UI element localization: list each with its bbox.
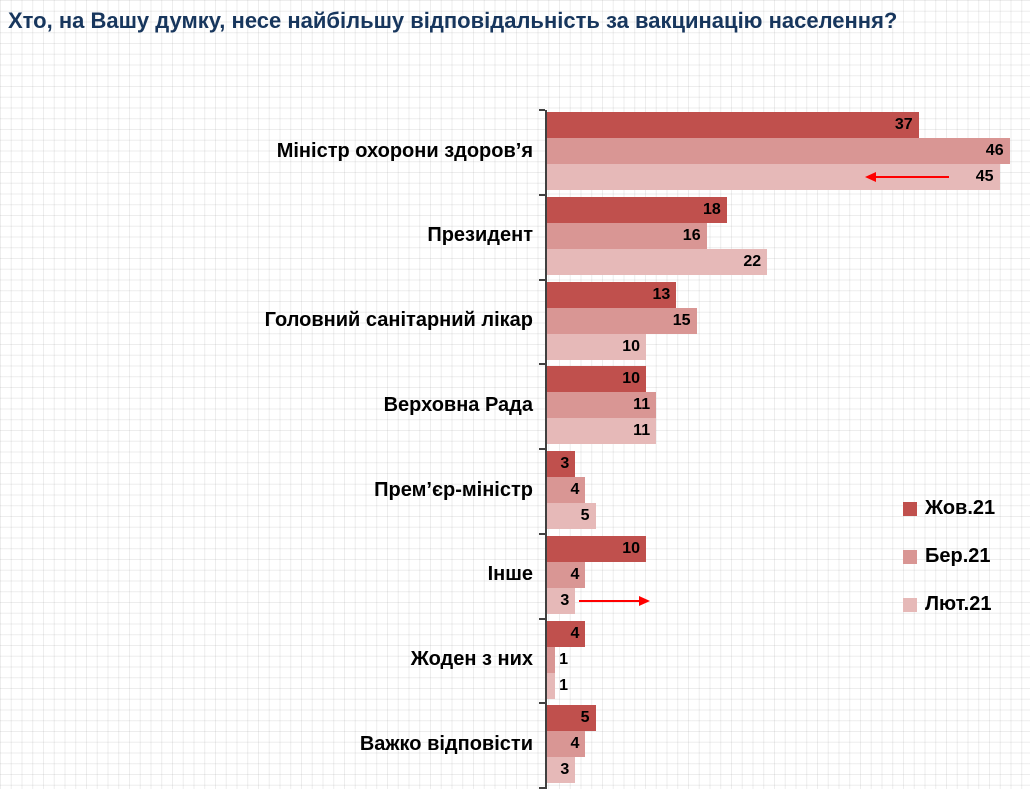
- axis-tick: [539, 617, 545, 620]
- bar-value-label: 45: [975, 168, 994, 185]
- bar: [545, 366, 646, 393]
- bar-value-label: 13: [652, 285, 671, 303]
- bar: [545, 418, 657, 445]
- category-label: Жоден з них: [410, 648, 533, 670]
- bar-value-label: 22: [743, 252, 762, 270]
- bar-value-label: 46: [985, 142, 1004, 159]
- bar-value-label: 5: [580, 507, 590, 524]
- bar: [545, 535, 646, 562]
- bar: [545, 333, 646, 360]
- legend-label: Лют.21: [925, 593, 992, 615]
- bar-value-label: 16: [682, 226, 701, 244]
- bar: [545, 248, 768, 275]
- y-axis-line: [545, 110, 547, 789]
- trend-arrow: [579, 595, 651, 606]
- axis-tick: [539, 448, 545, 450]
- category-label: Прем’єр-міністр: [374, 478, 533, 501]
- bar-value-label: 37: [894, 116, 913, 133]
- legend: Жов.21 Бер.21 Лют.21: [903, 497, 995, 616]
- bar-value-label: 5: [580, 709, 590, 727]
- bar-value-label: 10: [622, 539, 640, 557]
- bar: [545, 757, 576, 784]
- bar: [545, 620, 586, 647]
- legend-swatch: [903, 501, 917, 516]
- bar: [545, 731, 586, 758]
- bar-value-label: 4: [570, 624, 580, 642]
- bar-value-label: 1: [559, 650, 568, 668]
- axis-tick: [539, 787, 545, 789]
- axis-tick: [539, 278, 545, 281]
- axis-tick: [539, 109, 545, 111]
- bar: [545, 196, 727, 223]
- bar-value-label: 10: [622, 370, 640, 388]
- bar-value-label: 11: [633, 422, 651, 440]
- legend-label: Жов.21: [925, 497, 996, 519]
- legend-item: Бер.21: [903, 545, 995, 568]
- category-label: Важко відповісти: [359, 732, 533, 755]
- bar: [545, 503, 596, 529]
- bar: [545, 112, 919, 138]
- category-label: Президент: [427, 224, 533, 247]
- bar: [545, 281, 677, 308]
- bar: [545, 477, 586, 503]
- bar: [545, 138, 1010, 164]
- category-label: Міністр охорони здоров’я: [276, 139, 533, 162]
- category-label: Верховна Рада: [383, 393, 533, 416]
- axis-tick: [539, 363, 545, 366]
- bar-value-label: 4: [570, 735, 580, 753]
- legend-swatch: [903, 597, 917, 612]
- legend-label: Бер.21: [925, 545, 991, 567]
- bar-value-label: 11: [633, 396, 651, 414]
- bar: [545, 587, 576, 614]
- bar: [545, 672, 556, 699]
- bar-value-label: 4: [570, 481, 580, 498]
- bar: [545, 705, 596, 732]
- bar-value-label: 15: [672, 311, 691, 329]
- bar: [545, 561, 586, 588]
- bar: [545, 451, 576, 477]
- category-label: Головний санітарний лікар: [264, 309, 533, 331]
- category-label: Інше: [487, 563, 533, 586]
- legend-swatch: [903, 549, 917, 564]
- bar-value-label: 10: [622, 337, 640, 355]
- bar-value-label: 3: [560, 761, 570, 779]
- bar-value-label: 18: [703, 200, 721, 218]
- axis-tick: [539, 193, 545, 196]
- chart-title: Хто, на Вашу думку, несе найбільшу відпо…: [8, 8, 898, 33]
- legend-item: Лют.21: [903, 593, 995, 616]
- trend-arrow: [864, 172, 949, 182]
- legend-item: Жов.21: [903, 497, 995, 520]
- bar-value-label: 1: [559, 676, 568, 694]
- bar: [545, 307, 697, 334]
- bar-value-label: 4: [570, 565, 580, 583]
- axis-tick: [539, 702, 545, 705]
- bar-value-label: 3: [560, 455, 570, 472]
- bar-value-label: 3: [560, 591, 570, 609]
- bar: [545, 646, 556, 673]
- bar: [545, 392, 657, 419]
- axis-tick: [539, 532, 545, 535]
- bar: [545, 222, 707, 249]
